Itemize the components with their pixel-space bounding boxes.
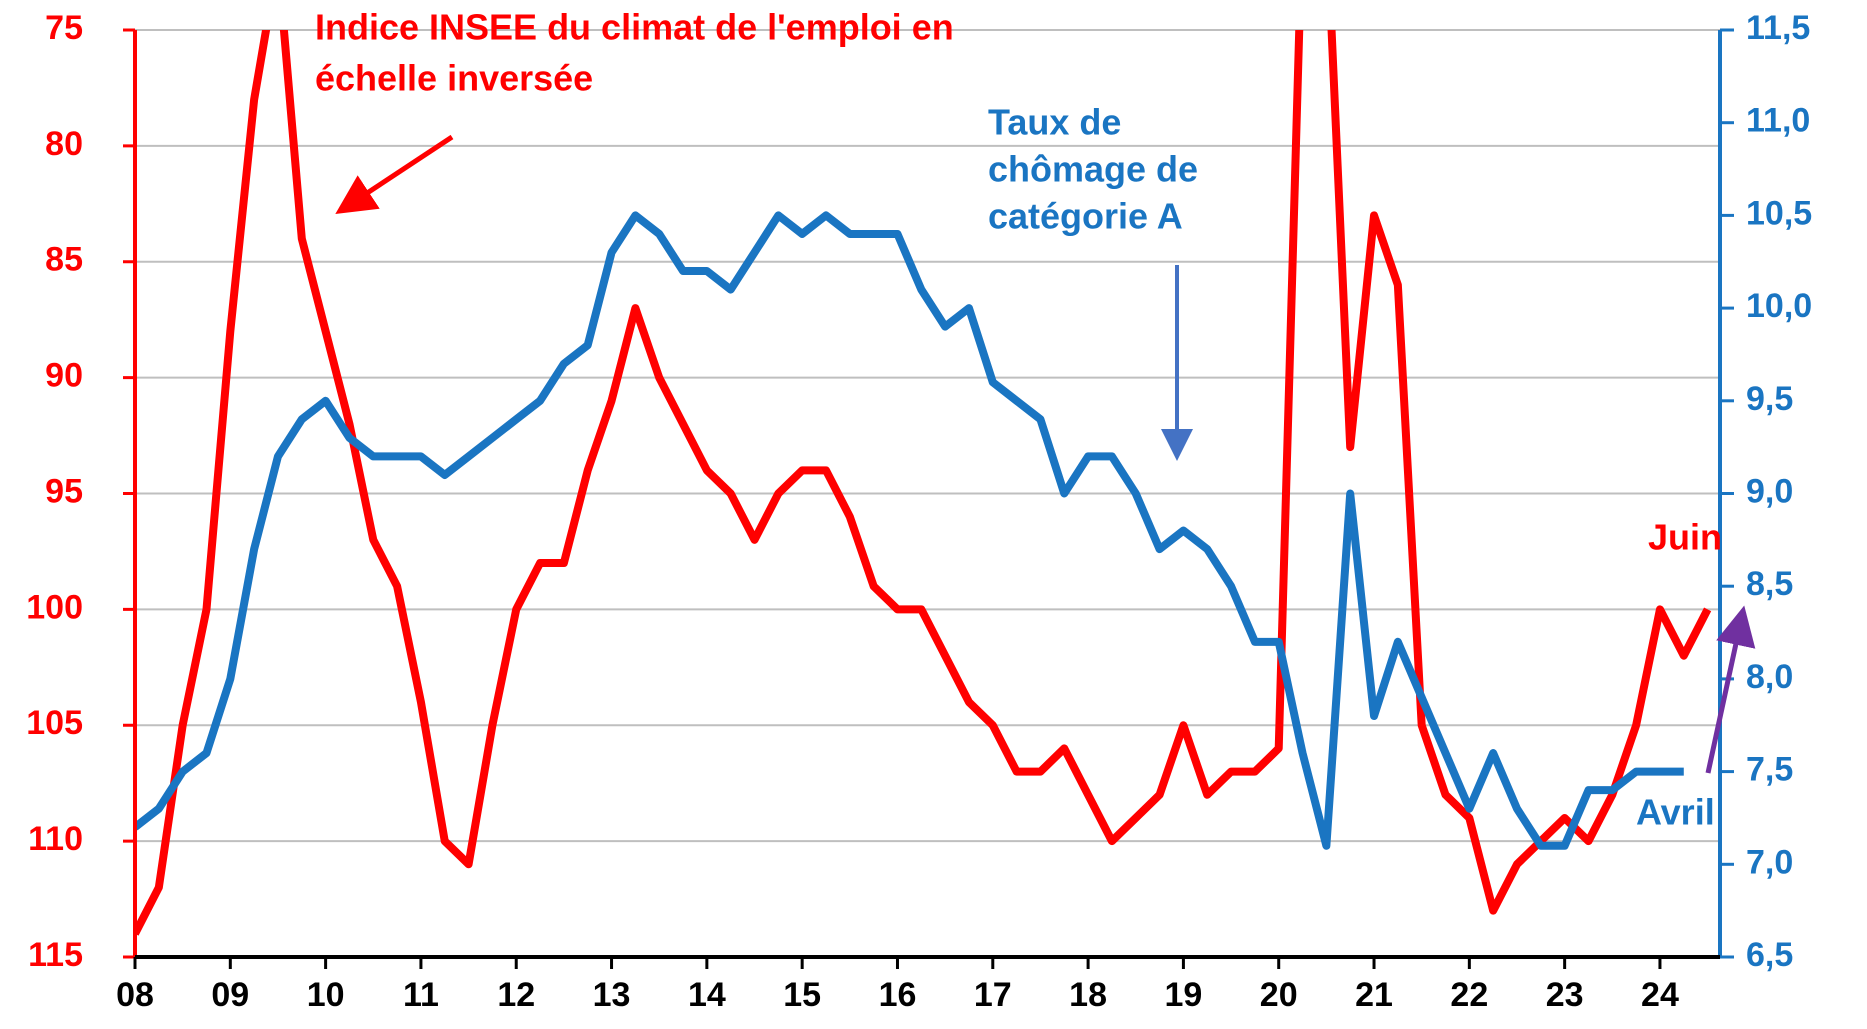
y2-tick-label: 11,5: [1746, 9, 1810, 47]
series-line: [135, 30, 1712, 936]
y2-tick-label: 8,5: [1746, 565, 1793, 603]
annotation: Indice INSEE du climat de l'emploi en: [315, 7, 954, 48]
x-tick-label: 23: [1546, 976, 1584, 1014]
y-tick-label: 115: [28, 936, 83, 974]
y2-tick-label: 7,5: [1746, 751, 1793, 789]
y2-tick-label: 9,0: [1746, 472, 1793, 510]
y-tick-label: 80: [45, 125, 83, 163]
x-tick-label: 13: [593, 976, 631, 1014]
annotation: Avril: [1636, 792, 1715, 833]
x-tick-label: 21: [1355, 976, 1393, 1014]
y-tick-label: 105: [26, 704, 83, 742]
series-line: [135, 211, 1684, 850]
annotation: chômage de: [988, 149, 1198, 190]
y2-tick-label: 11,0: [1746, 102, 1810, 140]
x-tick-label: 22: [1450, 976, 1488, 1014]
y2-tick-label: 10,0: [1746, 287, 1812, 325]
arrow: [1705, 605, 1756, 774]
arrow: [335, 134, 454, 215]
x-tick-label: 17: [974, 976, 1012, 1014]
y2-tick-label: 6,5: [1746, 936, 1793, 974]
y-tick-label: 75: [45, 9, 83, 47]
x-tick-label: 20: [1260, 976, 1298, 1014]
x-tick-label: 15: [783, 976, 821, 1014]
plot-area: [135, 30, 1712, 936]
x-tick-label: 18: [1069, 976, 1107, 1014]
annotations: Indice INSEE du climat de l'emploi en éch…: [315, 7, 1722, 833]
y2-tick-label: 9,5: [1746, 380, 1793, 418]
x-tick-label: 11: [403, 976, 439, 1014]
axes: 75 80 85 90 95 100 105 110 115 6,5 7,0 7,5 8,0 8,5 9,0…: [26, 9, 1812, 1014]
grid: [135, 29, 1720, 958]
y-tick-label: 95: [45, 472, 83, 510]
x-tick-label: 14: [688, 976, 726, 1014]
annotation: Taux de: [988, 102, 1121, 143]
x-tick-label: 19: [1164, 976, 1202, 1014]
y-tick-label: 110: [28, 820, 83, 858]
x-tick-label: 12: [497, 976, 535, 1014]
x-tick-label: 08: [116, 976, 154, 1014]
y-tick-label: 90: [45, 357, 83, 395]
y2-tick-label: 7,0: [1746, 843, 1793, 881]
x-tick-label: 24: [1641, 976, 1679, 1014]
annotation: échelle inversée: [315, 58, 593, 99]
annotation: Juin: [1648, 517, 1722, 558]
y2-tick-label: 8,0: [1746, 658, 1793, 696]
x-tick-label: 10: [307, 976, 345, 1014]
x-tick-label: 09: [211, 976, 249, 1014]
annotation: catégorie A: [988, 196, 1183, 237]
y-tick-label: 100: [26, 588, 83, 626]
y2-tick-label: 10,5: [1746, 194, 1812, 232]
y-tick-label: 85: [45, 241, 83, 279]
x-tick-label: 16: [879, 976, 917, 1014]
